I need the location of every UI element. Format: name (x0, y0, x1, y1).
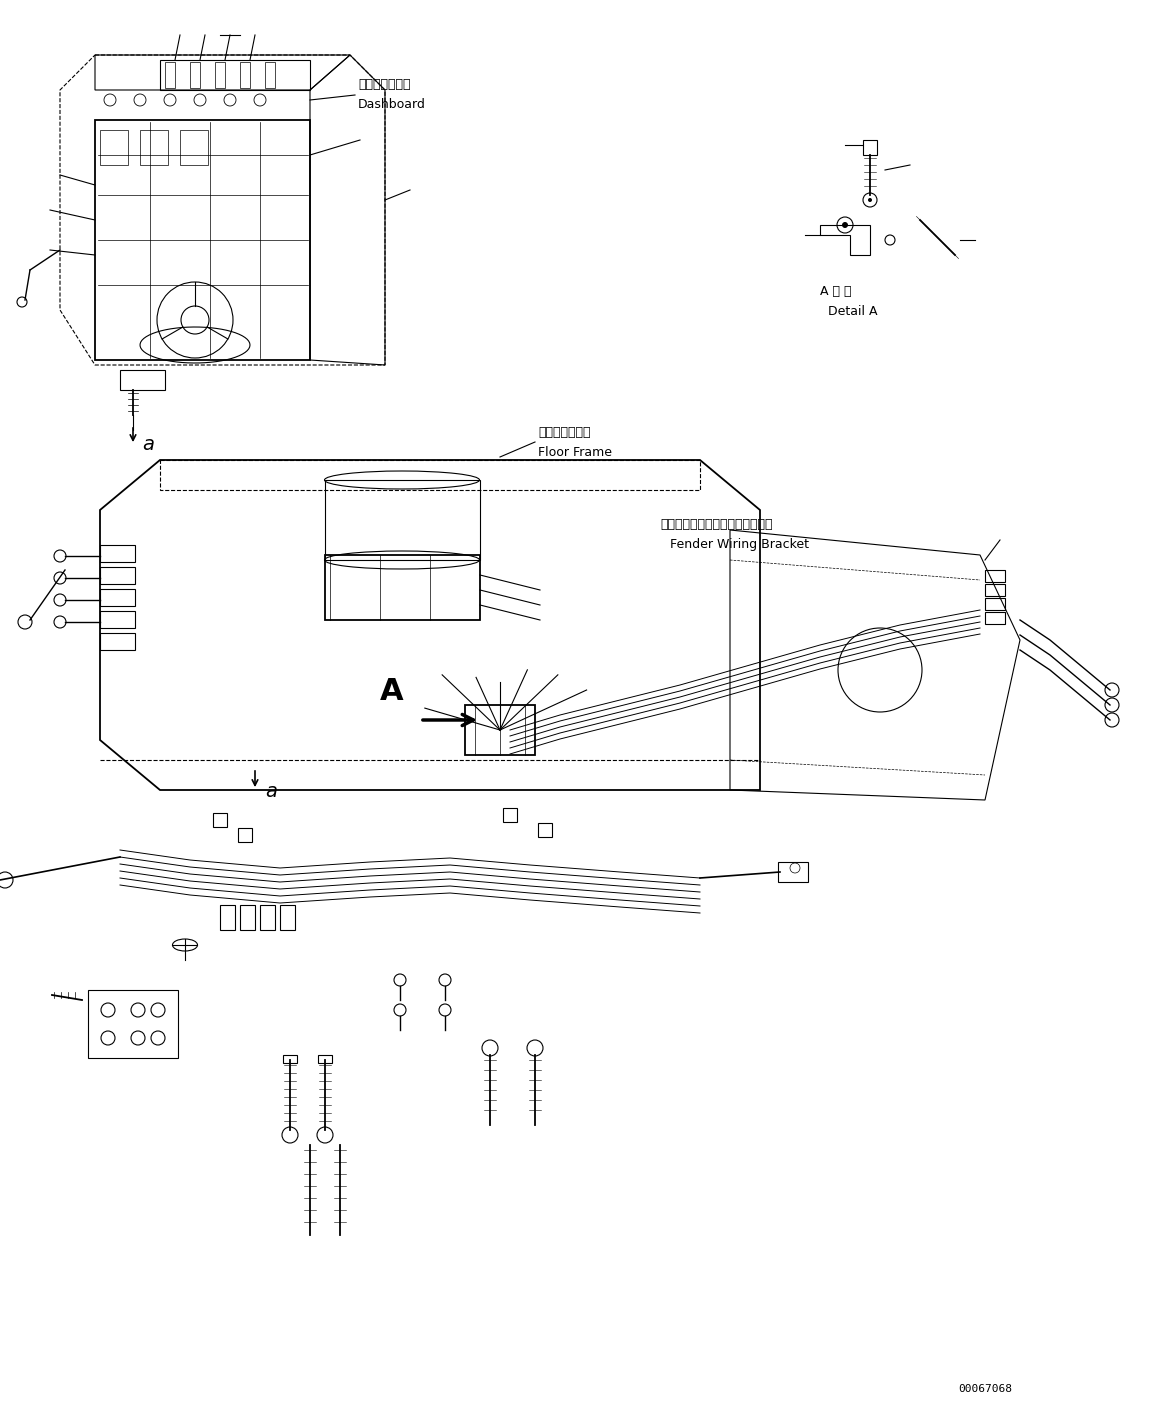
Circle shape (842, 222, 848, 229)
Text: A 詳 細: A 詳 細 (820, 285, 851, 299)
Text: a: a (142, 435, 154, 454)
Circle shape (868, 198, 872, 202)
Text: Detail A: Detail A (828, 306, 878, 318)
Text: フロアフレーム: フロアフレーム (538, 426, 591, 439)
Text: Fender Wiring Bracket: Fender Wiring Bracket (670, 538, 809, 551)
Text: Floor Frame: Floor Frame (538, 446, 612, 458)
Text: ダッシュボード: ダッシュボード (358, 79, 411, 91)
Text: Dashboard: Dashboard (358, 98, 426, 111)
Text: A: A (380, 677, 404, 707)
Text: 00067068: 00067068 (958, 1384, 1012, 1394)
Text: フェンダワイヤリングブラケット: フェンダワイヤリングブラケット (659, 517, 772, 531)
Text: a: a (265, 782, 277, 801)
